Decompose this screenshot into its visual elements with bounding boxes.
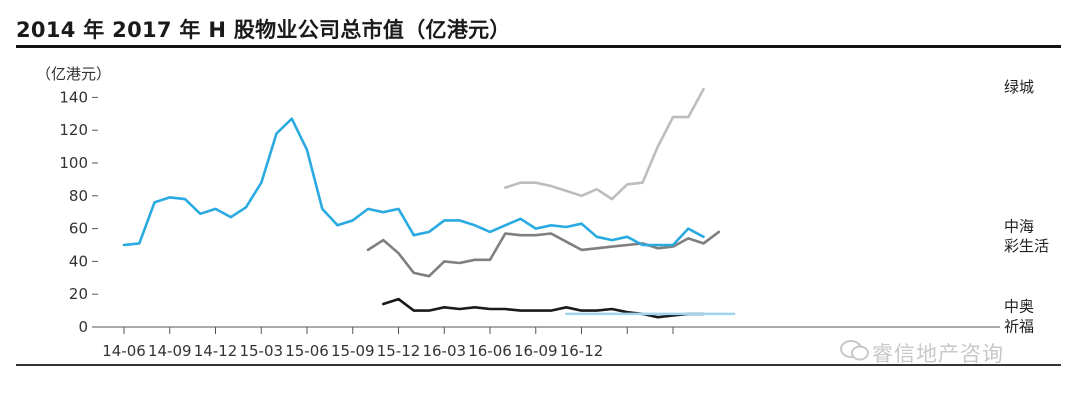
series-line-4 (381, 297, 705, 319)
y-axis-unit-label: （亿港元） (36, 65, 111, 83)
wechat-icon (840, 340, 869, 361)
y-tick-label: 140 (59, 88, 88, 106)
series-end-label: 中海 (1004, 217, 1034, 235)
y-tick-label: 80 (69, 187, 88, 205)
watermark: 睿信地产咨询 (872, 342, 1004, 366)
x-tick-label: 15-03 (239, 342, 283, 360)
y-tick-label: 40 (69, 252, 88, 270)
x-tick-label: 16-12 (560, 342, 604, 360)
x-tick-label: 14-06 (102, 342, 146, 360)
y-tick-label: 20 (69, 285, 88, 303)
title-divider (16, 45, 1061, 48)
series-line-3 (366, 230, 721, 278)
chart-title: 2014 年 2017 年 H 股物业公司总市值（亿港元） (16, 18, 511, 42)
series-end-label: 祈福 (1004, 317, 1034, 335)
series-end-label: 绿城 (1004, 78, 1034, 96)
x-tick-label: 16-09 (514, 342, 558, 360)
series-line-1 (122, 117, 705, 247)
x-tick-label: 15-12 (377, 342, 421, 360)
x-tick-label: 15-09 (331, 342, 375, 360)
x-tick-label: 15-06 (285, 342, 329, 360)
x-tick-label: 16-06 (468, 342, 512, 360)
y-tick-label: 60 (69, 220, 88, 238)
y-tick-label: 100 (59, 154, 88, 172)
series-lines (122, 87, 736, 319)
series-end-label: 中奥 (1004, 298, 1034, 316)
x-tick-label: 14-09 (148, 342, 192, 360)
y-tick-label: 0 (78, 318, 88, 336)
x-tick-label: 16-03 (422, 342, 466, 360)
series-line-2 (503, 87, 705, 201)
bottom-divider (16, 364, 1061, 366)
x-tick-label: 14-12 (194, 342, 238, 360)
y-tick-label: 120 (59, 121, 88, 139)
series-end-label: 彩生活 (1004, 237, 1049, 255)
